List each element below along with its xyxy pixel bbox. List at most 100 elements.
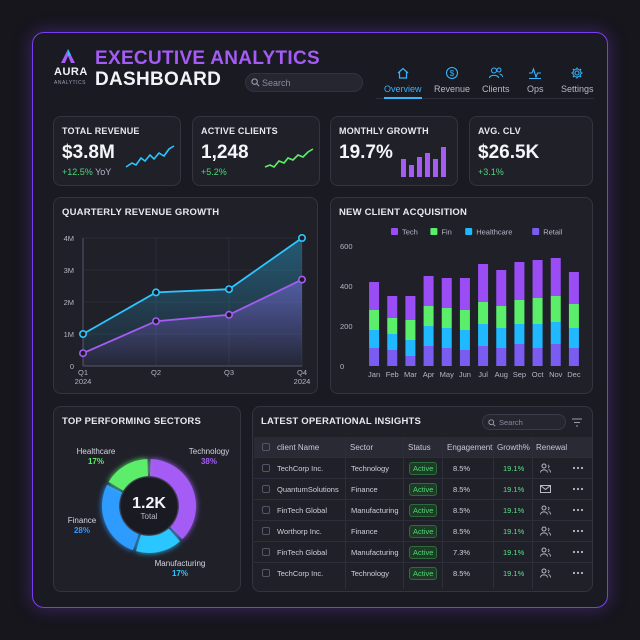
table-row[interactable]: TechCorp Inc. Technology Active 8.5% 19.1% (254, 457, 592, 478)
y-tick-label: 0 (70, 362, 74, 371)
series-area (83, 238, 302, 366)
select-all-checkbox[interactable] (262, 443, 270, 451)
row-checkbox[interactable] (262, 548, 270, 556)
row-checkbox[interactable] (262, 569, 270, 577)
bar-segment (532, 298, 543, 324)
row-checkbox[interactable] (262, 506, 270, 514)
col-status[interactable]: Status (408, 443, 431, 452)
tab-settings[interactable]: Settings (561, 66, 594, 94)
bar-segment (405, 340, 416, 356)
table-row[interactable]: Worthorp Inc. Finance Active 8.5% 19.1% (254, 520, 592, 541)
users-icon[interactable] (540, 547, 551, 557)
bar-segment (514, 300, 525, 324)
more-options-icon[interactable] (572, 571, 584, 575)
tab-overview[interactable]: Overview (384, 66, 422, 94)
x-tick-label: Nov (549, 370, 563, 379)
column-divider (345, 437, 346, 589)
x-tick-label: 2024 (294, 377, 311, 386)
table-row[interactable]: FinTech Global Manufacturing Active 7.3% 19.… (254, 541, 592, 562)
status-badge: Active (409, 504, 438, 517)
kpi-label: AVG. CLV (478, 126, 521, 136)
x-tick-label: Apr (423, 370, 435, 379)
acquisition-chart-card: NEW CLIENT ACQUISITION Tech Fin Healthcare… (330, 197, 593, 394)
y-tick-label: 200 (340, 322, 353, 331)
acquisition-bar-chart: Tech Fin Healthcare Retail 0 200 400 600 Jan Feb M… (340, 228, 581, 380)
bar-segment (459, 278, 470, 310)
slice-name-label: Healthcare (77, 447, 116, 456)
legend-label: Tech (402, 228, 418, 237)
col-client-name[interactable]: client Name (277, 443, 320, 452)
more-options-icon[interactable] (572, 466, 584, 470)
filter-icon[interactable] (572, 418, 582, 427)
data-point (152, 317, 161, 326)
users-icon[interactable] (540, 463, 551, 473)
page-subtitle: DASHBOARD (95, 69, 222, 90)
col-growth[interactable]: Growth% (497, 443, 530, 452)
tab-label: Ops (527, 84, 544, 94)
users-icon[interactable] (540, 568, 551, 578)
row-checkbox[interactable] (262, 485, 270, 493)
tab-ops[interactable]: Ops (527, 66, 544, 94)
table-row[interactable]: QuantumSolutions Finance Active 8.5% 19.1% (254, 478, 592, 499)
kpi-delta: +12.5% YoY (62, 167, 112, 177)
col-sector[interactable]: Sector (350, 443, 374, 452)
x-tick-label: Q3 (224, 368, 234, 377)
donut-center (119, 476, 179, 536)
more-options-icon[interactable] (572, 508, 584, 512)
legend-swatch (391, 228, 398, 235)
kpi-monthly-growth: MONTHLY GROWTH 19.7% (330, 116, 458, 186)
col-engagement[interactable]: Engagement (447, 443, 493, 452)
bar-segment (423, 326, 434, 346)
more-options-icon[interactable] (572, 487, 584, 491)
tab-clients[interactable]: Clients (482, 66, 510, 94)
spark-bar (409, 165, 414, 177)
client-name: FinTech Global (277, 506, 328, 515)
users-icon[interactable] (540, 526, 551, 536)
kpi-avg-clv: AVG. CLV $26.5K +3.1% (469, 116, 593, 186)
growth: 19.1% (503, 548, 525, 557)
mail-icon[interactable] (540, 484, 551, 494)
bar-segment (369, 330, 380, 348)
table-row[interactable]: FinTech Global Manufacturing Active 8.5% 19.… (254, 499, 592, 520)
donut-slice (101, 484, 139, 551)
slice-percent-label: 38% (201, 457, 217, 466)
x-tick-label: Jan (368, 370, 380, 379)
more-options-icon[interactable] (572, 529, 584, 533)
sector: Technology (351, 464, 389, 473)
x-tick-label: Q1 (78, 368, 88, 377)
bar-segment (405, 356, 416, 366)
donut-total-label: Total (141, 512, 158, 521)
kpi-value: $3.8M (62, 142, 115, 163)
x-tick-label: Mar (404, 370, 417, 379)
kpi-active-clients: ACTIVE CLIENTS 1,248 +5.2% (192, 116, 320, 186)
search-input[interactable]: Search (245, 73, 363, 92)
legend-swatch (430, 228, 438, 235)
revenue-chart-card: QUARTERLY REVENUE GROWTH 0 1M 2M 3M 4M Q1 2024… (53, 197, 318, 394)
bar-segment (423, 306, 434, 326)
tab-revenue[interactable]: $ Revenue (434, 66, 470, 94)
insights-card: LATEST OPERATIONAL INSIGHTS Search clien… (252, 406, 593, 592)
donut-slice (108, 459, 148, 491)
column-divider (442, 437, 443, 589)
row-checkbox[interactable] (262, 527, 270, 535)
bar-segment (514, 344, 525, 366)
col-renewal[interactable]: Renewal (536, 443, 568, 452)
legend-swatch (465, 228, 473, 235)
y-tick-label: 3M (64, 266, 74, 275)
donut-slice (136, 528, 180, 553)
table-row[interactable]: TechCorp Inc. Technology Active 8.5% 19.1% (254, 562, 592, 583)
x-tick-label: Q2 (151, 368, 161, 377)
bar-segment (496, 270, 507, 306)
x-tick-label: Aug (495, 370, 508, 379)
bar-segment (459, 350, 470, 366)
data-point (225, 310, 234, 319)
bar-segment (568, 348, 579, 366)
sparkbars-growth (401, 147, 446, 177)
insights-search-input[interactable]: Search (482, 414, 566, 430)
users-icon[interactable] (540, 505, 551, 515)
chart-title: QUARTERLY REVENUE GROWTH (62, 207, 220, 218)
bar-segment (405, 320, 416, 340)
more-options-icon[interactable] (572, 550, 584, 554)
chart-title: TOP PERFORMING SECTORS (62, 416, 202, 427)
row-checkbox[interactable] (262, 464, 270, 472)
